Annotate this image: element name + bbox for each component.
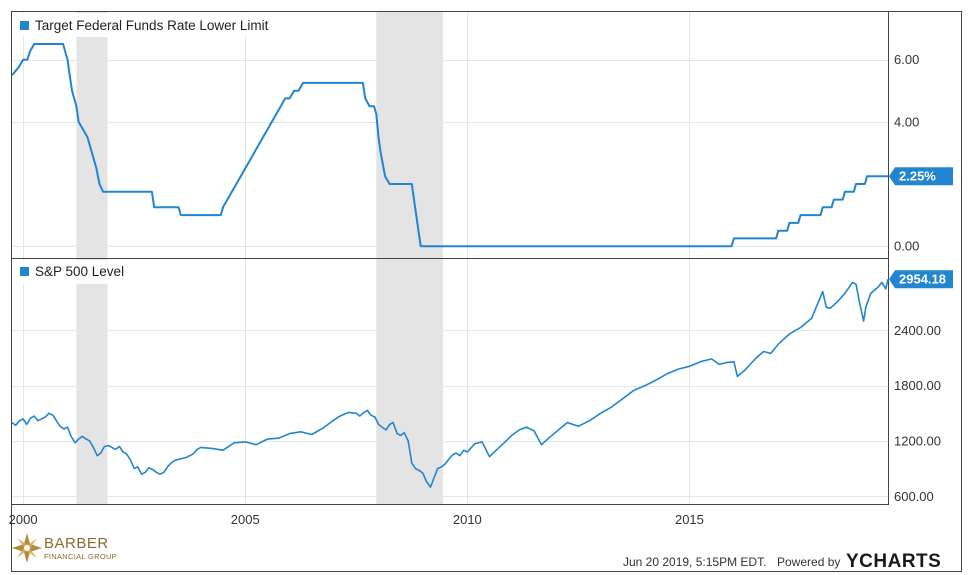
y-tick-label-0-0: 0.00 [894, 239, 919, 254]
y-tick-label-0-2: 6.00 [894, 52, 919, 67]
fed-funds-last-value-bg [889, 167, 953, 186]
sp500-last-value-badge: 2954.18 [889, 270, 953, 289]
sp500-line [11, 279, 889, 488]
x-tick-label-2015: 2015 [675, 512, 704, 527]
sp500-last-value-text: 2954.18 [899, 272, 946, 287]
footer-timestamp: Jun 20 2019, 5:15PM EDT. [623, 555, 766, 569]
x-tick-label-2005: 2005 [231, 512, 260, 527]
ycharts-logo[interactable]: YCHARTS [846, 551, 941, 572]
sp500-y-ticks: 600.00 1200.00 1800.00 2400.00 [894, 323, 941, 504]
x-tick-label-2000: 2000 [9, 512, 38, 527]
fed-funds-last-value-badge: 2.25% [889, 167, 953, 186]
y-tick-label-1-1: 1200.00 [894, 433, 941, 448]
legend-sp500-bg [13, 260, 153, 284]
brand-name: BARBER [44, 535, 109, 552]
y-tick-label-1-0: 600.00 [894, 489, 934, 504]
legend-fed-funds-swatch [20, 21, 29, 30]
y-gridlines [12, 60, 888, 497]
fed-funds-last-value-text: 2.25% [899, 169, 936, 184]
fed-funds-y-ticks: 0.00 4.00 6.00 [894, 52, 919, 254]
fed-funds-rate-line [11, 43, 888, 248]
chart-border [11, 11, 962, 572]
y-tick-label-1-3: 2400.00 [894, 323, 941, 338]
y-tick-label-0-1: 4.00 [894, 114, 919, 129]
legend-sp500: S&P 500 Level [13, 260, 153, 284]
brand-subtitle: FINANCIAL GROUP [44, 552, 117, 561]
legend-fed-funds: Target Federal Funds Rate Lower Limit [13, 13, 303, 37]
footer-powered-by: Powered by [777, 555, 840, 569]
sunburst-icon [12, 533, 42, 563]
legend-sp500-swatch [20, 267, 29, 276]
sp500-last-value-bg [889, 270, 953, 289]
x-tick-label-2010: 2010 [453, 512, 482, 527]
x-axis-ticks: 2000 2005 2010 2015 [9, 512, 704, 527]
legend-fed-funds-label: Target Federal Funds Rate Lower Limit [35, 18, 269, 33]
legend-fed-funds-bg [13, 13, 303, 37]
barber-logo: BARBER FINANCIAL GROUP [12, 533, 117, 563]
y-tick-label-1-2: 1800.00 [894, 378, 941, 393]
legend-sp500-label: S&P 500 Level [35, 264, 124, 279]
